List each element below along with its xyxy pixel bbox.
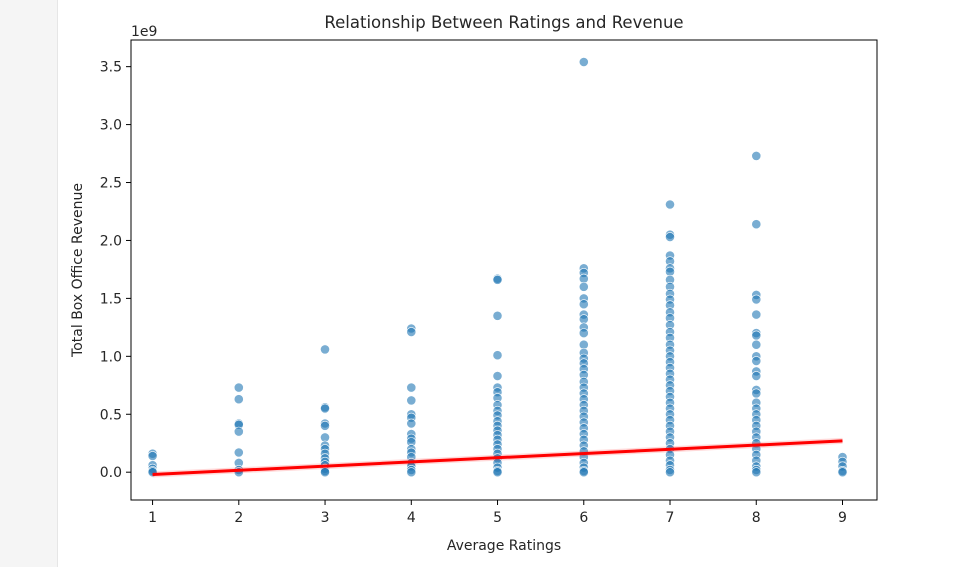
data-point xyxy=(233,426,244,437)
y-axis-ticks: 0.0 0.5 1.0 1.5 2.0 2.5 3.0 3.5 xyxy=(100,60,131,481)
y-tick-label: 0.0 xyxy=(100,465,122,481)
data-point xyxy=(406,395,417,406)
data-point xyxy=(233,382,244,393)
data-point xyxy=(751,388,762,399)
data-point xyxy=(406,467,417,478)
x-tick-label: 1 xyxy=(148,510,157,526)
notebook-left-gutter xyxy=(0,0,58,567)
data-point xyxy=(578,281,589,292)
x-axis-label: Average Ratings xyxy=(447,538,561,554)
chart-title: Relationship Between Ratings and Revenue xyxy=(324,13,683,32)
data-point xyxy=(320,344,330,355)
regression-line xyxy=(152,439,843,477)
x-axis-ticks: 1 2 3 4 5 6 7 8 9 xyxy=(148,500,847,526)
data-point xyxy=(578,57,589,67)
data-point xyxy=(751,356,762,366)
data-point xyxy=(751,150,762,161)
data-point xyxy=(320,403,330,414)
data-point xyxy=(233,394,244,405)
data-point xyxy=(665,199,675,210)
data-point xyxy=(233,447,244,458)
x-tick-label: 7 xyxy=(666,510,675,526)
x-tick-label: 9 xyxy=(838,510,847,526)
data-point xyxy=(406,418,417,429)
data-point xyxy=(751,467,762,478)
data-point xyxy=(147,451,158,461)
data-point xyxy=(751,330,762,341)
data-points xyxy=(147,57,848,478)
data-point xyxy=(578,467,589,478)
data-point xyxy=(406,382,417,393)
data-point xyxy=(578,314,589,325)
data-point xyxy=(578,299,589,310)
y-tick-label: 2.0 xyxy=(100,233,122,249)
y-tick-label: 3.5 xyxy=(100,60,122,76)
x-tick-label: 2 xyxy=(234,510,243,526)
data-point xyxy=(492,467,503,478)
y-axis-label: Total Box Office Revenue xyxy=(70,183,86,358)
data-point xyxy=(751,339,762,350)
data-point xyxy=(492,350,503,361)
data-point xyxy=(665,232,675,242)
data-point xyxy=(751,294,762,305)
y-tick-label: 1.5 xyxy=(100,291,122,307)
data-point xyxy=(406,327,417,337)
x-tick-label: 5 xyxy=(493,510,502,526)
data-point xyxy=(492,310,503,321)
data-point xyxy=(665,467,675,478)
data-point xyxy=(751,309,762,320)
data-point xyxy=(751,371,762,381)
data-point xyxy=(320,420,330,431)
regression-line-group xyxy=(152,437,843,478)
data-point xyxy=(492,274,503,285)
plot-area-frame xyxy=(130,39,878,501)
x-tick-label: 4 xyxy=(407,510,416,526)
data-point xyxy=(837,467,848,478)
data-point xyxy=(751,219,762,230)
y-tick-label: 0.5 xyxy=(100,407,122,423)
data-point xyxy=(578,328,589,338)
x-tick-label: 6 xyxy=(579,510,588,526)
y-tick-label: 1.0 xyxy=(100,349,122,365)
y-tick-label: 2.5 xyxy=(100,176,122,192)
x-tick-label: 8 xyxy=(752,510,761,526)
y-tick-label: 3.0 xyxy=(100,118,122,134)
data-point xyxy=(492,371,503,381)
y-axis-offset-label: 1e9 xyxy=(131,24,157,40)
x-tick-label: 3 xyxy=(321,510,330,526)
